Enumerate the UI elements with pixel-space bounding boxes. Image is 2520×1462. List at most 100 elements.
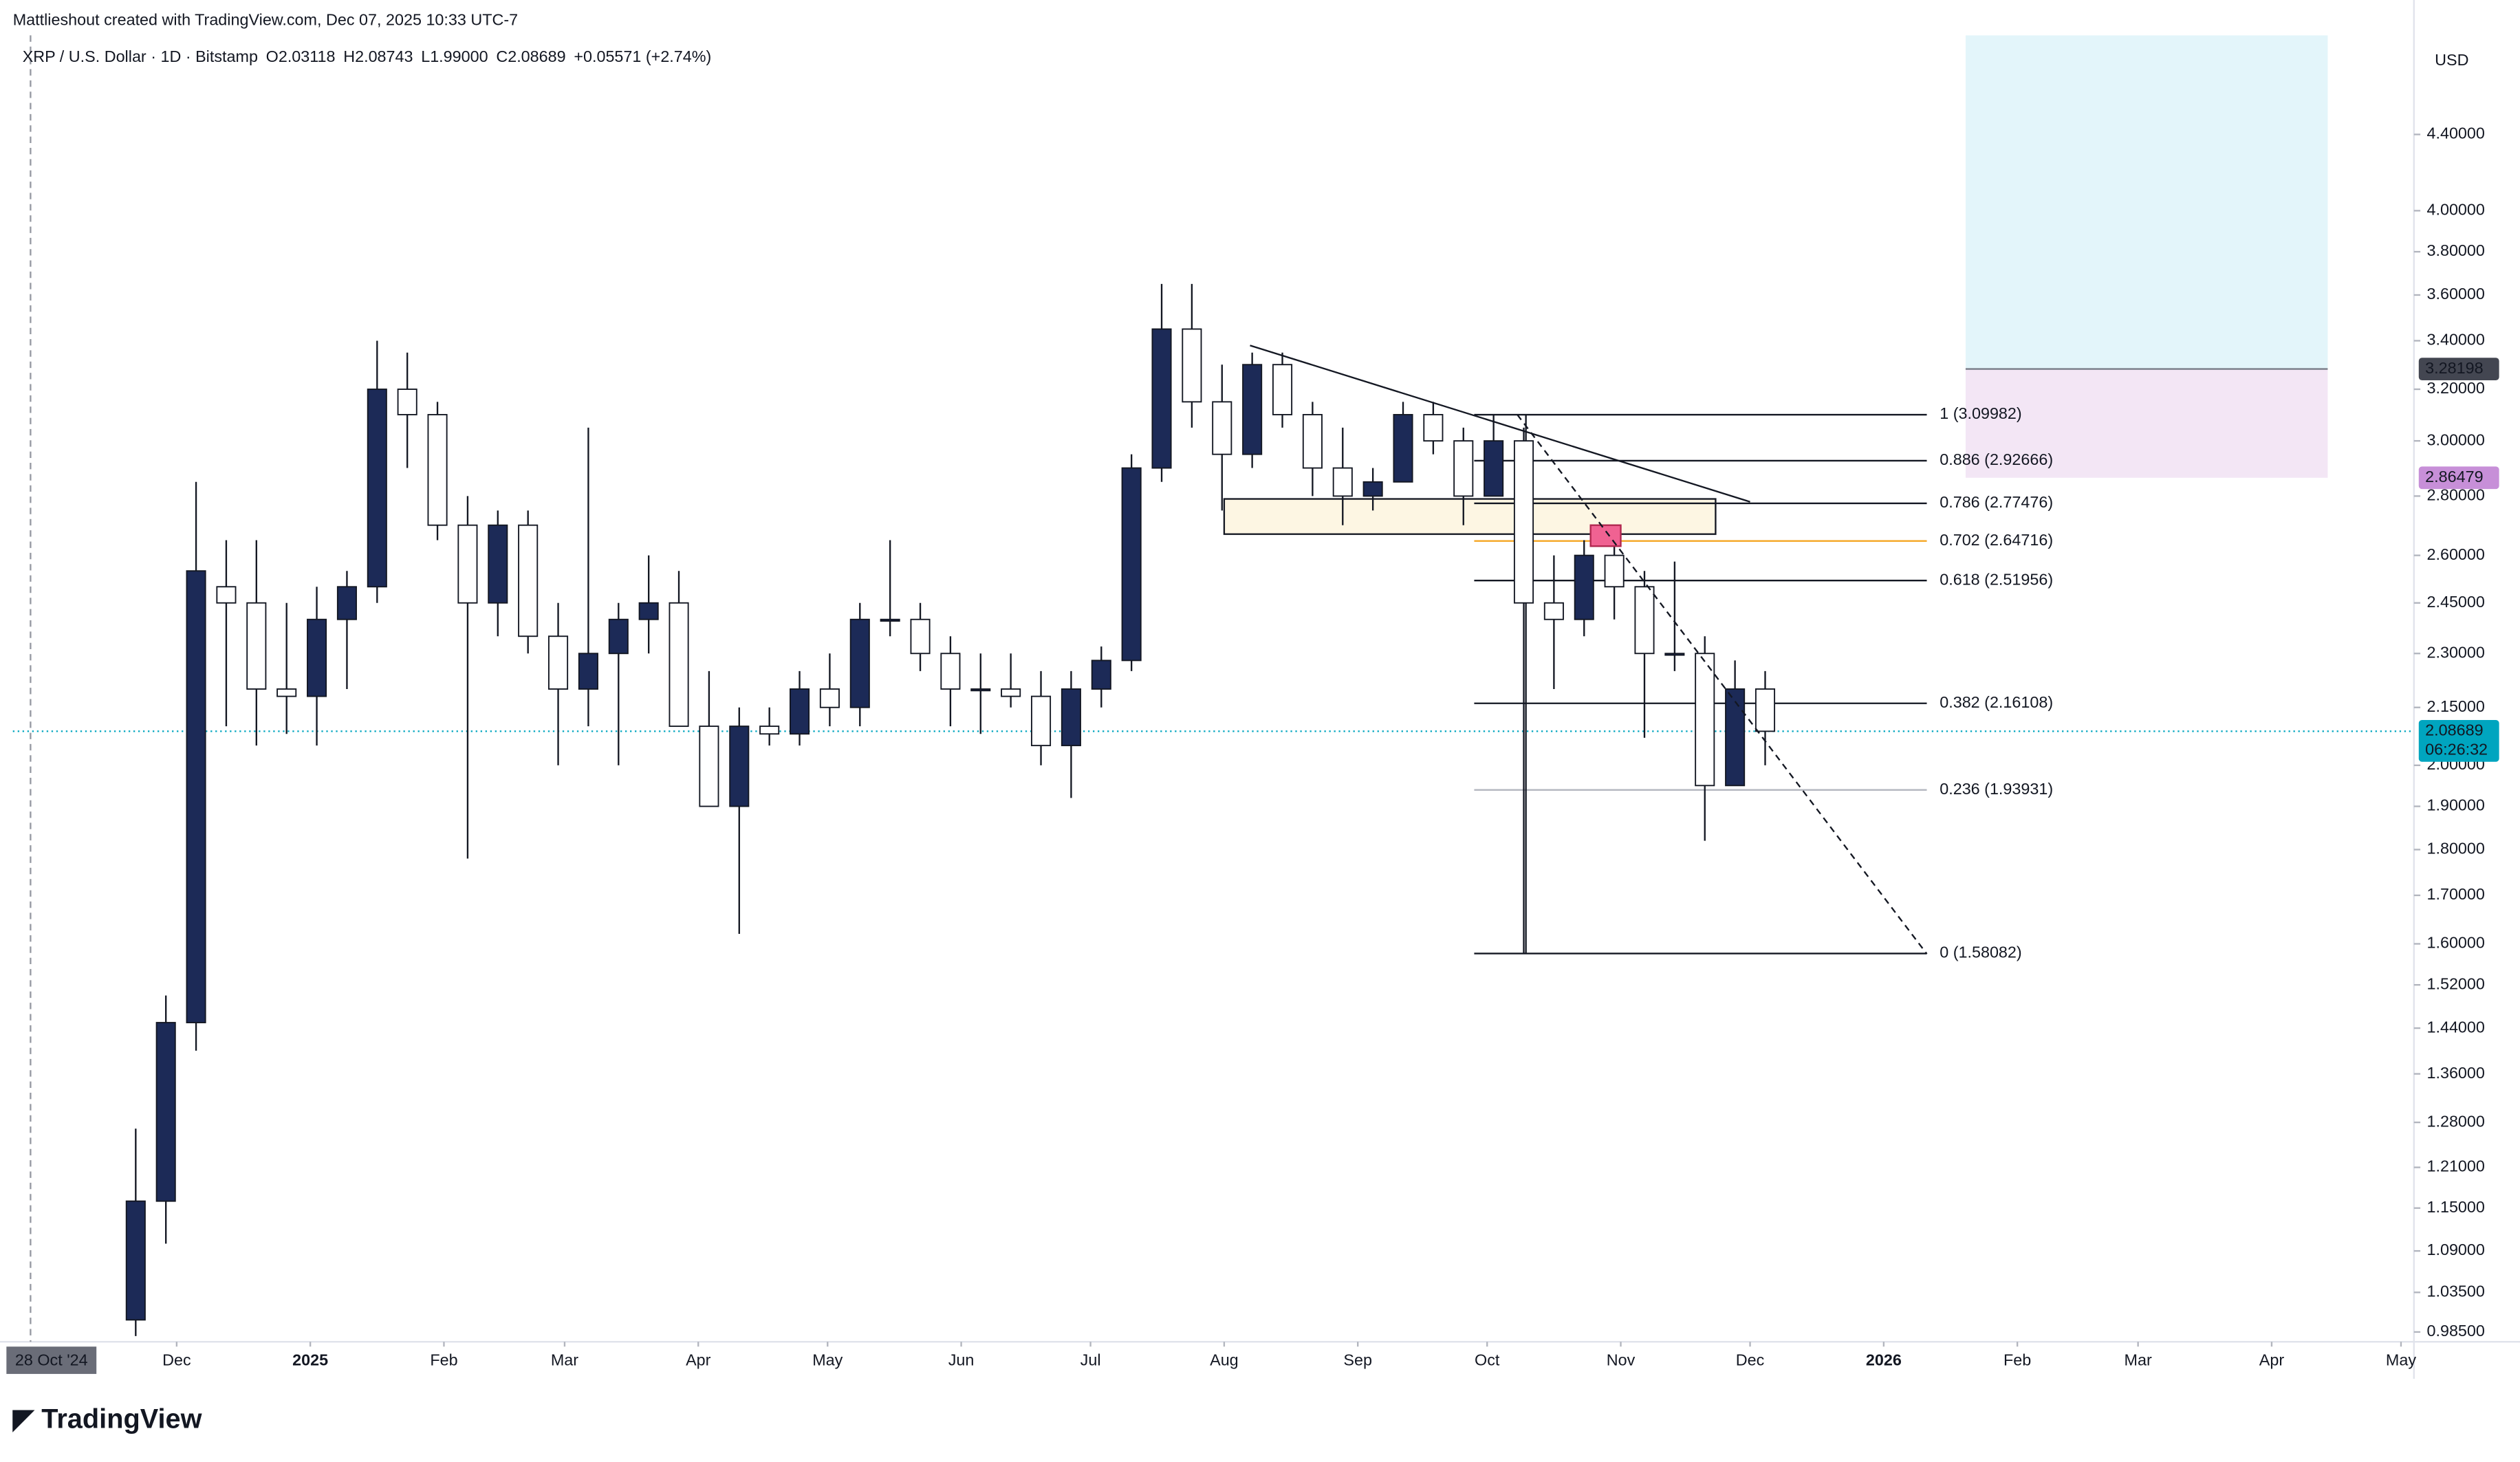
x-tick-label: Jun bbox=[948, 1351, 975, 1368]
fib-label: 1 (3.09982) bbox=[1940, 404, 2021, 422]
currency: USD bbox=[2435, 51, 2468, 69]
candle-body bbox=[759, 725, 780, 735]
y-tick-label: 0.98500 bbox=[2426, 1322, 2484, 1340]
candle-body bbox=[940, 653, 961, 690]
candle-body bbox=[699, 725, 719, 807]
credit: Mattlieshout created with TradingView.co… bbox=[13, 11, 518, 29]
candle-body bbox=[488, 524, 508, 604]
y-tick-label: 1.03500 bbox=[2426, 1282, 2484, 1300]
candle-body bbox=[669, 602, 689, 728]
candle-body bbox=[1030, 695, 1052, 747]
candle-body bbox=[729, 725, 750, 807]
candle-body bbox=[1151, 328, 1172, 469]
crosshair-date: 28 Oct '24 bbox=[15, 1351, 88, 1368]
x-tick-label: May bbox=[812, 1351, 843, 1368]
candle-body bbox=[1755, 688, 1776, 732]
candle-body bbox=[1061, 688, 1081, 747]
candle-body bbox=[457, 524, 478, 604]
y-tick-label: 3.80000 bbox=[2426, 241, 2484, 259]
candle-body bbox=[1001, 688, 1021, 697]
candle-body bbox=[910, 618, 931, 655]
candle-body bbox=[1543, 602, 1564, 620]
x-tick-label: Apr bbox=[2259, 1351, 2285, 1368]
target-profit-zone bbox=[1965, 35, 2328, 369]
x-tick-label: Feb bbox=[430, 1351, 457, 1368]
fib-label: 0.886 (2.92666) bbox=[1940, 450, 2053, 468]
y-tick-label: 1.15000 bbox=[2426, 1198, 2484, 1216]
candle-body bbox=[790, 688, 810, 735]
candle-body bbox=[397, 389, 417, 415]
x-tick-label: Mar bbox=[2125, 1351, 2152, 1368]
crosshair-date-badge bbox=[6, 1346, 97, 1374]
logo: ◤ TradingView bbox=[12, 1404, 202, 1434]
fib-label: 0.702 (2.64716) bbox=[1940, 531, 2053, 549]
y-tick-label: 1.09000 bbox=[2426, 1241, 2484, 1258]
candle-body bbox=[216, 586, 237, 604]
candle-body bbox=[155, 1022, 176, 1202]
candle-body bbox=[819, 688, 840, 708]
candle-body bbox=[970, 688, 991, 692]
ohlc-value: O2.03118 bbox=[266, 47, 336, 65]
candle-body bbox=[125, 1200, 146, 1321]
fib-label: 0.382 (2.16108) bbox=[1940, 693, 2053, 711]
y-tick-label: 1.28000 bbox=[2426, 1112, 2484, 1130]
candle-body bbox=[1513, 440, 1534, 604]
y-tick-label: 1.60000 bbox=[2426, 934, 2484, 952]
ohlc-value: C2.08689 bbox=[496, 47, 565, 65]
candle-body bbox=[307, 618, 327, 697]
candle-body bbox=[1393, 414, 1413, 483]
candle-body bbox=[1484, 440, 1504, 497]
y-tick-label: 1.80000 bbox=[2426, 840, 2484, 858]
candle-body bbox=[186, 570, 206, 1023]
y-tick-label: 1.90000 bbox=[2426, 796, 2484, 814]
stop-price-badge bbox=[2418, 466, 2499, 490]
projection-line bbox=[1517, 414, 1928, 954]
last-price-badge bbox=[2418, 720, 2499, 762]
fib-label: 0.618 (2.51956) bbox=[1940, 570, 2053, 588]
logo-mark: ◤ bbox=[12, 1404, 42, 1434]
x-tick-label: Jul bbox=[1080, 1351, 1101, 1368]
candle-body bbox=[1332, 467, 1353, 497]
candle-body bbox=[1362, 481, 1383, 497]
y-tick-label: 3.40000 bbox=[2426, 331, 2484, 349]
candle-body bbox=[1302, 414, 1323, 469]
candle-body bbox=[1121, 467, 1142, 662]
signal-marker bbox=[1589, 524, 1622, 547]
candle-body bbox=[638, 602, 659, 620]
y-tick-label: 3.60000 bbox=[2426, 285, 2484, 303]
candle-body bbox=[427, 414, 448, 526]
y-tick-label: 1.70000 bbox=[2426, 885, 2484, 903]
x-tick-label: Dec bbox=[1736, 1351, 1765, 1368]
x-tick-label: Nov bbox=[1607, 1351, 1636, 1368]
support-zone bbox=[1223, 498, 1717, 535]
x-tick-label: Sep bbox=[1343, 1351, 1372, 1368]
candle-body bbox=[1725, 688, 1746, 787]
candle-body bbox=[276, 688, 297, 697]
ohlc-value: +0.05571 (+2.74%) bbox=[574, 47, 711, 65]
y-tick-label: 1.44000 bbox=[2426, 1018, 2484, 1036]
trendline bbox=[1250, 345, 1750, 503]
candle-body bbox=[367, 389, 387, 588]
y-tick-label: 1.36000 bbox=[2426, 1064, 2484, 1082]
candle-body bbox=[1574, 554, 1594, 620]
y-tick-label: 2.45000 bbox=[2426, 593, 2484, 611]
y-tick-label: 4.00000 bbox=[2426, 201, 2484, 219]
x-tick-label: Aug bbox=[1210, 1351, 1239, 1368]
candle-body bbox=[608, 618, 629, 655]
candle-body bbox=[1212, 401, 1232, 455]
candle-body bbox=[1242, 364, 1263, 455]
fib-label: 0 (1.58082) bbox=[1940, 943, 2021, 961]
entry-price: 3.28198 bbox=[2425, 359, 2483, 377]
x-tick-label: Oct bbox=[1475, 1351, 1500, 1368]
target-risk-zone bbox=[1965, 369, 2328, 478]
candle-body bbox=[1695, 653, 1715, 787]
y-tick-label: 3.00000 bbox=[2426, 430, 2484, 448]
logo-text: TradingView bbox=[41, 1404, 202, 1434]
x-tick-label: Feb bbox=[2003, 1351, 2031, 1368]
symbol-legend: XRP / U.S. Dollar · 1D · Bitstamp O2.0311… bbox=[23, 47, 712, 65]
x-tick-label: Mar bbox=[551, 1351, 578, 1368]
fib-label: 0.786 (2.77476) bbox=[1940, 493, 2053, 511]
countdown: 06:26:32 bbox=[2425, 741, 2488, 759]
last-price: 2.08689 bbox=[2425, 721, 2483, 739]
